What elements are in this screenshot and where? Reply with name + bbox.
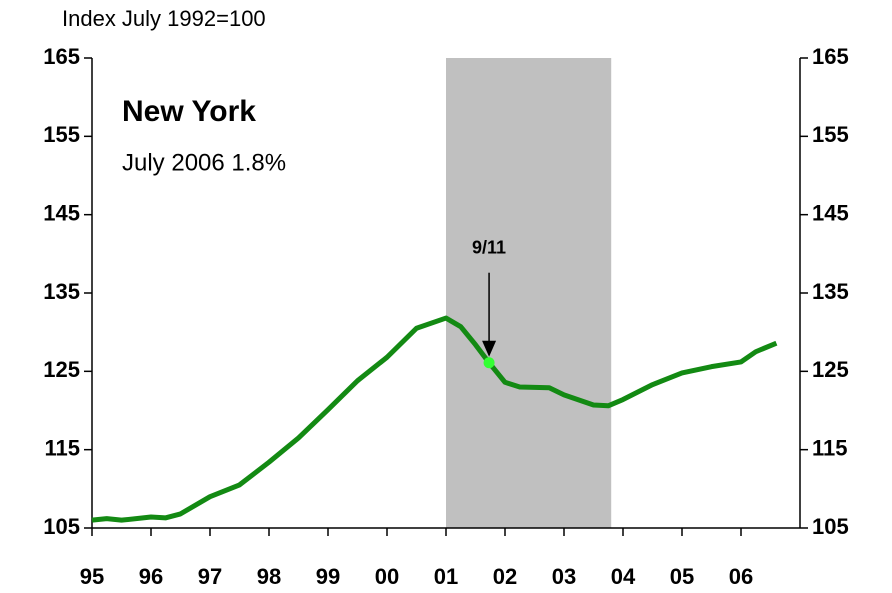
x-tick-label: 96: [139, 564, 163, 589]
y-tick-label: 125: [43, 357, 80, 382]
y-axis-label: Index July 1992=100: [62, 6, 266, 31]
plot-area: 105 115 125 135 145 155 165 105 115 125 135 145 155 1…: [43, 44, 848, 589]
y-tick-label: 155: [43, 122, 80, 147]
x-tick-label: 98: [257, 564, 281, 589]
y2-tick-label: 105: [812, 514, 849, 539]
x-tick-label: 02: [493, 564, 517, 589]
y2-tick-label: 145: [812, 200, 849, 225]
y-tick-label: 115: [45, 435, 81, 460]
line-series: [91, 315, 778, 523]
chart-subtitle: July 2006 1.8%: [122, 149, 286, 176]
y-tick-label: 105: [43, 514, 80, 539]
x-tick-label: 97: [198, 564, 222, 589]
y2-tick-label: 165: [812, 44, 849, 69]
y-tick-label: 165: [43, 44, 80, 69]
x-tick-label: 01: [434, 564, 458, 589]
y2-tick-label: 155: [812, 122, 849, 147]
y2-tick-label: 125: [812, 357, 849, 382]
y-tick-label: 135: [43, 279, 80, 304]
chart-title: New York: [122, 95, 256, 128]
x-tick-label: 06: [729, 564, 753, 589]
x-tick-label: 05: [670, 564, 694, 589]
x-tick-label: 04: [611, 564, 636, 589]
x-tick-label: 99: [316, 564, 340, 589]
annotation-label: 9/11: [472, 237, 506, 257]
x-tick-label: 03: [552, 564, 576, 589]
shaded-region: [446, 58, 612, 528]
annotation-arrowhead: [482, 340, 497, 357]
x-tick-label: 00: [375, 564, 399, 589]
annotation-point: [483, 357, 495, 369]
x-tick-label: 95: [80, 564, 104, 589]
y-tick-label: 145: [43, 200, 80, 225]
y2-tick-label: 115: [812, 435, 848, 460]
y2-tick-label: 135: [812, 279, 849, 304]
